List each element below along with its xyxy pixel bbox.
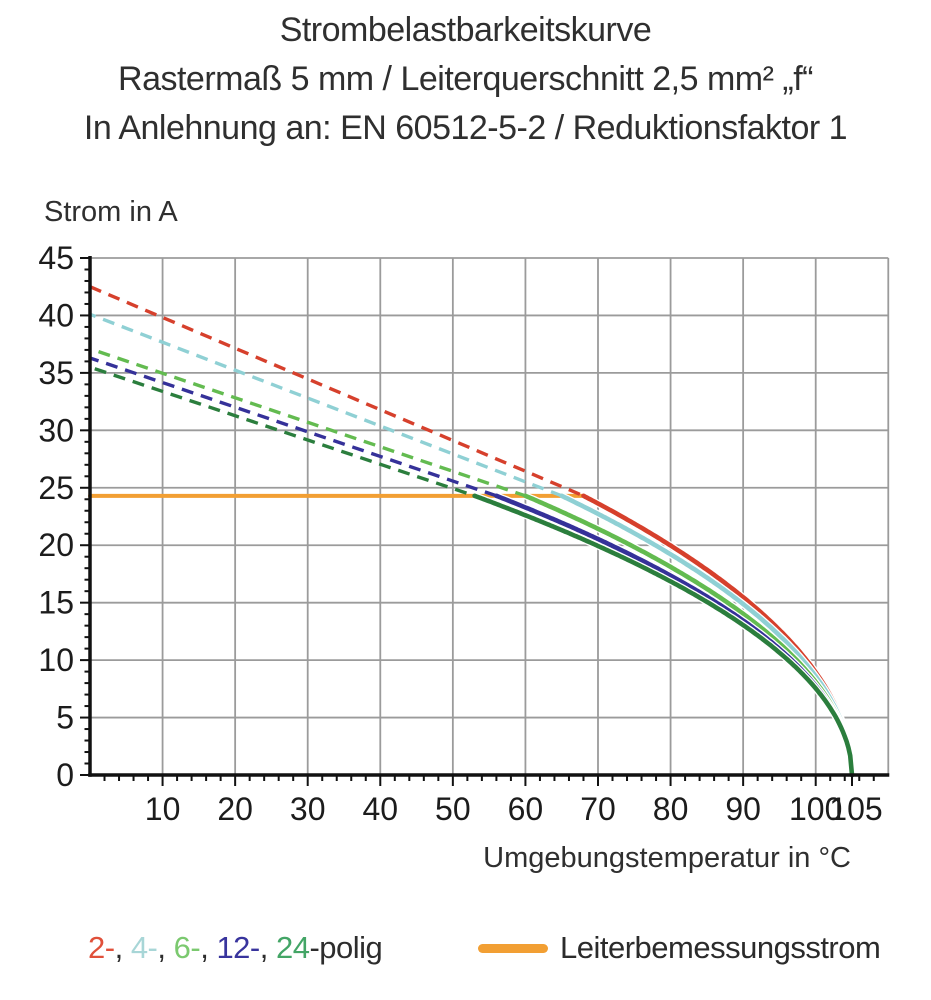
x-tick-label: 80 <box>653 791 689 827</box>
axes <box>88 255 890 777</box>
chart-title-line2: Rastermaß 5 mm / Leiterquerschnitt 2,5 m… <box>118 60 813 98</box>
legend-pole-part: , <box>259 930 276 965</box>
chart-title-block: Strombelastbarkeitskurve Rastermaß 5 mm … <box>0 6 931 153</box>
legend-pole-part: , <box>114 930 131 965</box>
x-tick-label: 40 <box>362 791 398 827</box>
chart-title-line3: In Anlehnung an: EN 60512-5-2 / Reduktio… <box>83 109 848 147</box>
series-4-polig <box>89 312 856 778</box>
x-tick-label: 20 <box>217 791 253 827</box>
rated-current-label: Leiterbemessungsstrom <box>560 930 881 965</box>
tick-labels: 0 5 10 15 20 25 30 35 40 45 10 20 30 40 50 60 70 80 90 1001… <box>38 240 882 827</box>
x-tick-label: 10 <box>145 791 181 827</box>
rated-current-line-swatch <box>478 943 548 953</box>
axis-ticks <box>80 256 875 786</box>
y-tick-label: 20 <box>38 527 74 563</box>
y-tick-label: 25 <box>38 470 74 506</box>
legend-poles: 2-, 4-, 6-, 12-, 24-polig <box>88 930 383 966</box>
series-6-polig <box>89 347 856 778</box>
series-12-polig <box>89 356 856 778</box>
y-tick-label: 30 <box>38 412 74 448</box>
x-tick-label: 105 <box>829 791 882 827</box>
x-tick-label: 50 <box>435 791 471 827</box>
y-tick-label: 10 <box>38 642 74 678</box>
y-tick-label: 35 <box>38 355 74 391</box>
x-tick-label: 30 <box>290 791 326 827</box>
x-axis-title: Umgebungstemperatur in °C <box>483 842 851 874</box>
legend-pole-part: 24 <box>275 930 310 965</box>
y-tick-label: 0 <box>56 757 74 793</box>
y-tick-label: 45 <box>38 240 74 276</box>
series-24-polig <box>89 365 856 778</box>
legend-pole-part: , <box>200 930 217 965</box>
y-axis-title: Strom in A <box>44 196 178 228</box>
legend-row: 2-, 4-, 6-, 12-, 24-polig Leiterbemessun… <box>0 930 931 980</box>
y-tick-label: 40 <box>38 297 74 333</box>
x-tick-label: 60 <box>508 791 544 827</box>
legend-pole-part: 6- <box>173 930 201 965</box>
x-tick-label: 90 <box>725 791 761 827</box>
x-tick-label: 70 <box>580 791 616 827</box>
gridlines <box>90 257 890 775</box>
legend-pole-part: 2- <box>88 930 115 965</box>
legend-pole-part: , <box>157 930 174 965</box>
x-tick-label: 100 <box>789 791 842 827</box>
y-tick-label: 15 <box>38 585 74 621</box>
chart-title-line1: Strombelastbarkeitskurve <box>279 11 652 49</box>
y-tick-label: 5 <box>56 700 74 736</box>
legend-rated: Leiterbemessungsstrom <box>478 930 881 966</box>
legend-pole-part: -polig <box>309 930 383 965</box>
legend-pole-part: 12- <box>216 930 260 965</box>
legend-pole-part: 4- <box>130 930 158 965</box>
